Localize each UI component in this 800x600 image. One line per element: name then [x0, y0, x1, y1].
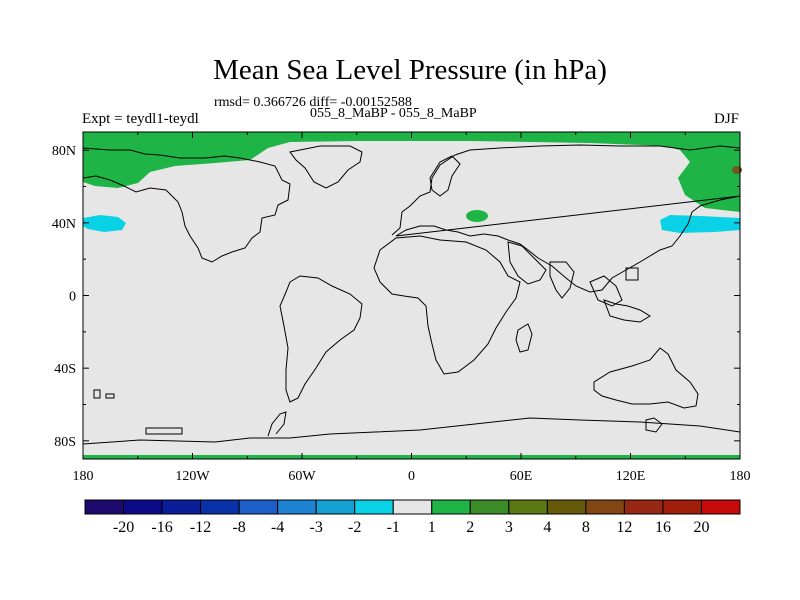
colorbar-label: 20 [693, 519, 709, 536]
chart-subtitle: 055_8_MaBP - 055_8_MaBP [310, 106, 477, 121]
colorbar-label: 12 [616, 519, 632, 536]
pacific-negative-west [83, 215, 126, 232]
colorbar-swatch [623, 499, 664, 515]
chart-title: Mean Sea Level Pressure (in hPa) [213, 54, 607, 86]
coast-australia [593, 347, 699, 409]
coast-scandinavia [429, 155, 461, 197]
colorbar [84, 499, 741, 515]
colorbar-label: -12 [190, 519, 211, 536]
colorbar-labels: -20 -16 -12 -8 -4 -3 -2 -1 1 2 3 4 8 12 16 20 [113, 519, 710, 536]
colorbar-label: 1 [428, 519, 436, 536]
colorbar-label: 4 [543, 519, 551, 536]
colorbar-label: 2 [466, 519, 474, 536]
colorbar-swatch [354, 499, 394, 515]
coast-north-america [82, 147, 291, 263]
colorbar-swatch [392, 499, 433, 515]
colorbar-swatch [508, 499, 548, 515]
x-tick-label: 0 [408, 469, 415, 484]
coast-south-america [279, 275, 363, 403]
coast-india [549, 261, 575, 299]
colorbar-swatch [431, 499, 471, 515]
colorbar-label: 3 [505, 519, 513, 536]
coast-antarctica [82, 417, 741, 445]
colorbar-swatch [161, 499, 202, 515]
coast-eurasia [391, 144, 741, 293]
colorbar-swatch [277, 499, 317, 515]
colorbar-swatch [546, 499, 587, 515]
x-tick-label: 120E [616, 469, 646, 484]
colorbar-swatch [238, 499, 279, 515]
colorbar-swatch [315, 499, 356, 515]
colorbar-label: -4 [271, 519, 284, 536]
colorbar-label: -20 [113, 519, 134, 536]
coast-south-islands [93, 389, 183, 435]
arctic-positive-band [83, 132, 740, 212]
y-tick-label: 40N [52, 217, 76, 232]
colorbar-swatch [200, 499, 240, 515]
pacific-negative-east [660, 215, 740, 233]
colorbar-label: -8 [232, 519, 245, 536]
x-tick-label: 60E [510, 469, 533, 484]
colorbar-swatch [84, 499, 125, 515]
plot-background [83, 132, 740, 459]
colorbar-swatch [700, 499, 741, 515]
colorbar-label: 16 [655, 519, 671, 536]
coastlines [82, 144, 741, 445]
stats-line: rmsd= 0.366726 diff= -0.00152588 [214, 95, 412, 110]
coast-antarctic-peninsula [267, 411, 287, 437]
colorbar-label: -2 [348, 519, 361, 536]
x-tick-label: 180 [730, 469, 751, 484]
coast-arabia [507, 241, 547, 285]
coast-new-zealand [645, 417, 663, 433]
colorbar-swatch [662, 499, 702, 515]
colorbar-label: -16 [151, 519, 172, 536]
experiment-label: Expt = teydl1-teydl [82, 111, 199, 127]
colorbar-label: -1 [387, 519, 400, 536]
colorbar-label: 8 [582, 519, 590, 536]
x-tick-label: 60W [288, 469, 316, 484]
y-tick-label: 0 [69, 290, 76, 305]
coast-africa [373, 235, 521, 375]
x-tick-label: 180 [73, 469, 94, 484]
x-tick-label: 120W [175, 469, 210, 484]
colorbar-swatch [585, 499, 625, 515]
season-label: DJF [714, 111, 740, 127]
coast-madagascar [515, 323, 533, 353]
y-tick-label: 80N [52, 144, 76, 159]
y-tick-label: 40S [54, 362, 76, 377]
axis-tick-labels: 180 120W 60W 0 60E 120E 180 80N 40N 0 40S 80S [52, 144, 751, 484]
colorbar-swatch [123, 499, 163, 515]
coast-southeast-asia [589, 267, 651, 323]
y-tick-label: 80S [54, 435, 76, 450]
coast-greenland [289, 145, 363, 189]
axis-ticks [82, 132, 741, 459]
colorbar-swatch [469, 499, 510, 515]
colorbar-label: -3 [310, 519, 323, 536]
black-sea-positive [466, 210, 488, 222]
